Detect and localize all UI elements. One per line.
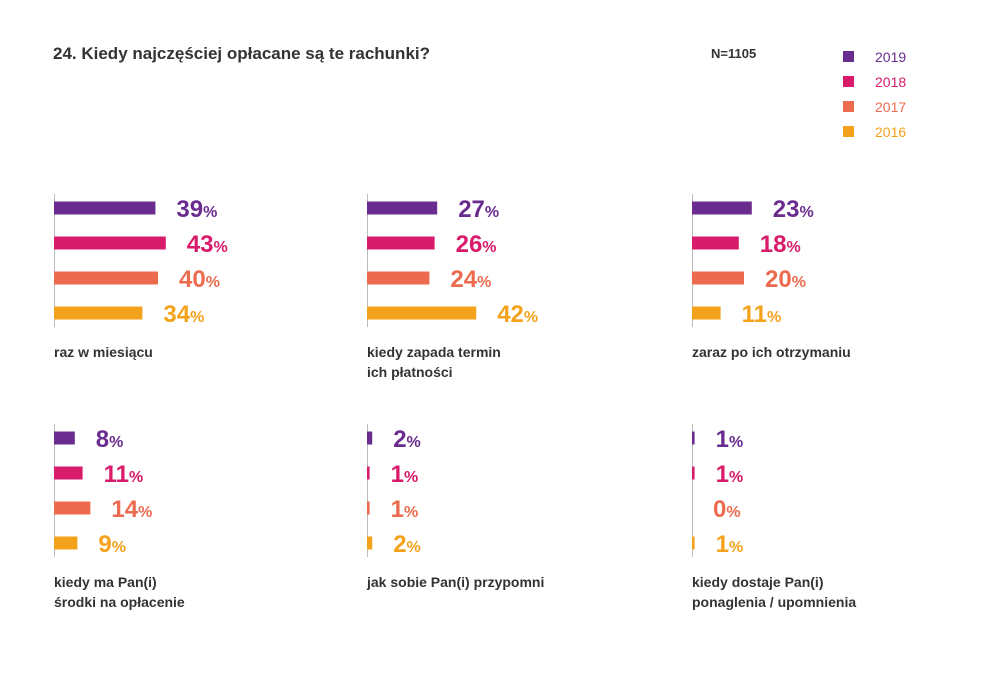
category-label: środki na opłacenie xyxy=(54,594,185,610)
legend-label: 2019 xyxy=(875,48,907,65)
data-label-unit: % xyxy=(112,539,126,556)
data-label: 23% xyxy=(773,196,814,223)
category-label: zaraz po ich otrzymaniu xyxy=(692,344,851,360)
data-label: 34% xyxy=(163,301,204,328)
bar xyxy=(692,236,739,250)
data-label-unit: % xyxy=(109,434,123,451)
category-label: kiedy ma Pan(i) xyxy=(54,574,157,590)
sample-size: N=1105 xyxy=(711,46,757,61)
legend-swatch xyxy=(843,51,854,62)
data-label: 14% xyxy=(111,496,152,523)
data-label-unit: % xyxy=(524,309,538,326)
legend-item-2016: 2016 xyxy=(843,119,906,144)
bar xyxy=(367,536,373,550)
bar xyxy=(692,466,695,480)
bar xyxy=(367,236,435,250)
data-label-unit: % xyxy=(482,239,496,256)
data-label: 39% xyxy=(176,196,217,223)
chart-title: 24. Kiedy najczęściej opłacane są te rac… xyxy=(53,44,431,63)
data-label: 40% xyxy=(179,266,220,293)
bar xyxy=(692,306,721,320)
data-label-unit: % xyxy=(800,204,814,221)
data-label-unit: % xyxy=(726,504,740,521)
bar xyxy=(692,271,744,285)
data-label-unit: % xyxy=(787,239,801,256)
data-label: 1% xyxy=(391,496,419,523)
data-label: 1% xyxy=(391,461,419,488)
legend-item-2017: 2017 xyxy=(843,94,906,119)
category-label: jak sobie Pan(i) przypomni xyxy=(366,574,544,590)
data-label-unit: % xyxy=(407,539,421,556)
legend-item-2019: 2019 xyxy=(843,44,906,69)
data-label-unit: % xyxy=(729,539,743,556)
data-label-unit: % xyxy=(729,434,743,451)
data-label: 42% xyxy=(497,301,538,328)
data-label-unit: % xyxy=(485,204,499,221)
category-label: raz w miesiącu xyxy=(54,344,153,360)
data-label-unit: % xyxy=(206,274,220,291)
data-label-unit: % xyxy=(190,309,204,326)
data-label: 1% xyxy=(716,426,744,453)
bar xyxy=(54,536,78,550)
data-label: 1% xyxy=(716,461,744,488)
data-label: 2% xyxy=(393,426,421,453)
bar xyxy=(54,306,143,320)
bar xyxy=(54,466,83,480)
data-label: 27% xyxy=(458,196,499,223)
bar xyxy=(54,431,75,445)
data-label: 0% xyxy=(713,496,741,523)
data-label-unit: % xyxy=(404,504,418,521)
data-label: 2% xyxy=(393,531,421,558)
data-label-unit: % xyxy=(129,469,143,486)
bar xyxy=(54,501,91,515)
legend-label: 2016 xyxy=(875,123,907,140)
legend-swatch xyxy=(843,126,854,137)
data-label: 11% xyxy=(742,301,782,328)
data-label: 11% xyxy=(104,461,144,488)
data-label: 1% xyxy=(716,531,744,558)
bar xyxy=(367,201,438,215)
bar xyxy=(692,536,695,550)
data-label-unit: % xyxy=(729,469,743,486)
bar xyxy=(54,201,156,215)
data-label-unit: % xyxy=(203,204,217,221)
data-label-unit: % xyxy=(404,469,418,486)
data-label: 24% xyxy=(450,266,491,293)
data-label: 18% xyxy=(760,231,801,258)
bar xyxy=(367,271,430,285)
data-label-unit: % xyxy=(214,239,228,256)
category-label: kiedy dostaje Pan(i) xyxy=(692,574,823,590)
data-label-unit: % xyxy=(767,309,781,326)
data-label: 20% xyxy=(765,266,806,293)
data-label: 43% xyxy=(187,231,228,258)
legend: 2019 2018 2017 2016 xyxy=(843,44,906,144)
bar xyxy=(367,306,477,320)
data-label-unit: % xyxy=(138,504,152,521)
legend-swatch xyxy=(843,101,854,112)
data-label-unit: % xyxy=(477,274,491,291)
data-label-unit: % xyxy=(407,434,421,451)
bar xyxy=(367,431,373,445)
legend-swatch xyxy=(843,76,854,87)
legend-item-2018: 2018 xyxy=(843,69,906,94)
data-label: 26% xyxy=(456,231,497,258)
legend-label: 2017 xyxy=(875,98,907,115)
bar xyxy=(54,271,158,285)
bar xyxy=(367,466,370,480)
category-label: kiedy zapada termin xyxy=(367,344,501,360)
data-label: 9% xyxy=(98,531,126,558)
data-label: 8% xyxy=(96,426,124,453)
data-label-unit: % xyxy=(792,274,806,291)
category-label: ponaglenia / upomnienia xyxy=(692,594,856,610)
bar xyxy=(692,201,752,215)
bar xyxy=(692,431,695,445)
bar xyxy=(54,236,166,250)
legend-label: 2018 xyxy=(875,73,907,90)
bar xyxy=(367,501,370,515)
category-label: ich płatności xyxy=(367,364,453,380)
